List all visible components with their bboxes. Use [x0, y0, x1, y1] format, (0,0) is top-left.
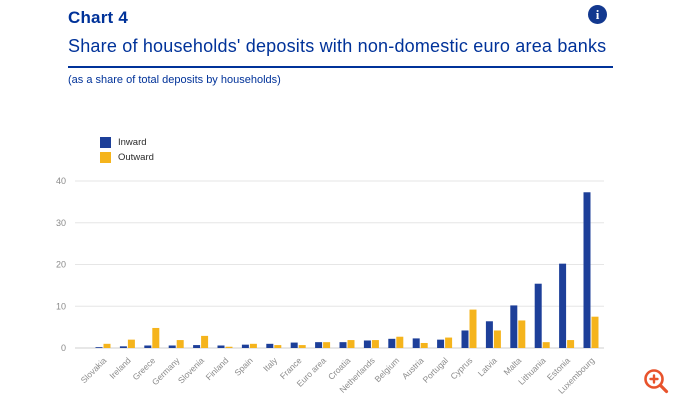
svg-text:Latvia: Latvia: [476, 355, 499, 378]
chart-legend: Inward Outward: [100, 137, 154, 163]
legend-label-inward: Inward: [118, 137, 147, 148]
info-icon[interactable]: i: [588, 5, 607, 24]
svg-text:30: 30: [56, 218, 66, 228]
chart-number: Chart 4: [68, 8, 128, 27]
zoom-in-icon[interactable]: [641, 366, 671, 396]
svg-text:Spain: Spain: [232, 355, 255, 378]
legend-label-outward: Outward: [118, 152, 154, 163]
legend-item-inward[interactable]: Inward: [100, 137, 154, 148]
svg-text:Slovenia: Slovenia: [176, 355, 206, 385]
inward-swatch-icon: [100, 137, 111, 148]
svg-text:10: 10: [56, 301, 66, 311]
chart-header: Chart 4 Share of households' deposits wi…: [68, 8, 613, 86]
svg-text:0: 0: [61, 343, 66, 353]
svg-text:Belgium: Belgium: [372, 355, 401, 384]
svg-text:Italy: Italy: [261, 355, 280, 374]
svg-text:Ireland: Ireland: [107, 355, 133, 381]
outward-swatch-icon: [100, 152, 111, 163]
chart-caption: (as a share of total deposits by househo…: [68, 74, 281, 86]
svg-text:Malta: Malta: [501, 355, 523, 377]
svg-text:40: 40: [56, 176, 66, 186]
title-divider: [68, 66, 613, 68]
svg-text:Portugal: Portugal: [421, 355, 451, 385]
svg-text:Germany: Germany: [150, 355, 182, 387]
chart-title: Share of households' deposits with non-d…: [68, 36, 607, 56]
svg-text:Finland: Finland: [204, 355, 231, 382]
svg-text:20: 20: [56, 260, 66, 270]
svg-text:Lithuania: Lithuania: [516, 355, 548, 387]
svg-text:Cyprus: Cyprus: [448, 355, 474, 381]
svg-text:Slovakia: Slovakia: [79, 355, 109, 385]
legend-item-outward[interactable]: Outward: [100, 152, 154, 163]
bar-chart: 010203040SlovakiaIrelandGreeceGermanySlo…: [56, 176, 604, 396]
